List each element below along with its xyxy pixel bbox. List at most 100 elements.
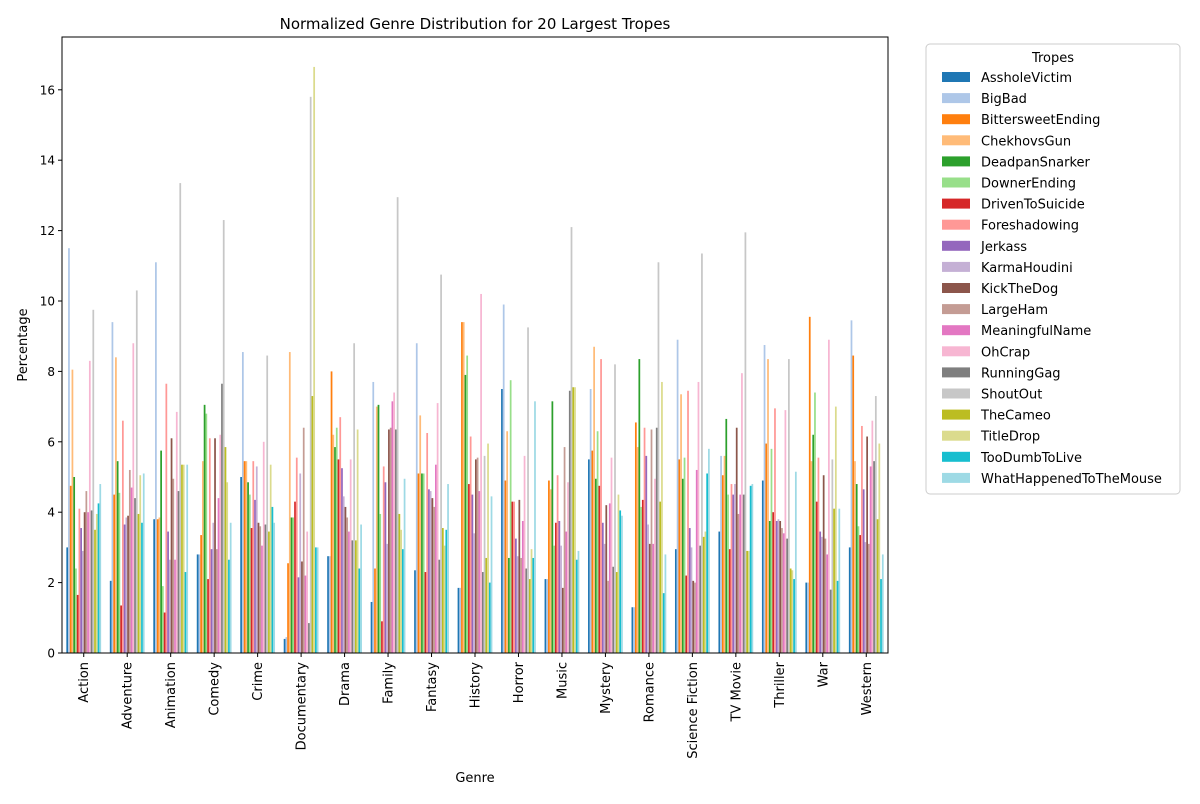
bar-RunningGag-Horror	[525, 568, 528, 653]
bar-TheCameo-Documentary	[311, 396, 314, 653]
bar-TheCameo-Drama	[355, 540, 357, 653]
bar-TitleDrop-War	[834, 406, 837, 653]
bar-DownerEnding-Thriller	[770, 448, 773, 653]
bar-MeaningfulName-Science-Fiction	[695, 469, 698, 653]
bar-Jerkass-Science-Fiction	[688, 528, 691, 653]
bar-Jerkass-Documentary	[297, 577, 300, 653]
bar-ChekhovsGun-Action	[71, 369, 74, 653]
bar-WhatHappenedToTheMouse-Science-Fiction	[708, 448, 710, 653]
bar-MeaningfulName-Romance	[652, 543, 655, 653]
bar-WhatHappenedToTheMouse-Music	[577, 550, 580, 653]
bar-LargeHam-Science-Fiction	[694, 582, 696, 653]
bar-RunningGag-History	[481, 572, 484, 653]
bar-BigBad-War	[807, 582, 809, 653]
legend-label: TooDumbToLive	[980, 451, 1082, 466]
bar-ChekhovsGun-TV-Movie	[723, 455, 726, 653]
bar-LargeHam-Fantasy	[433, 506, 436, 653]
bar-KickTheDog-TV-Movie	[735, 427, 738, 653]
bar-BigBad-Thriller	[763, 345, 766, 653]
bar-DownerEnding-History	[466, 355, 469, 653]
bar-ChekhovsGun-Mystery	[593, 346, 595, 653]
bar-DrivenToSuicide-Science-Fiction	[685, 575, 688, 653]
bar-BittersweetEnding-Thriller	[765, 443, 768, 653]
y-axis-label: Percentage	[16, 308, 31, 381]
bar-TooDumbToLive-War	[836, 580, 839, 653]
bar-DownerEnding-Family	[379, 513, 382, 653]
bar-WhatHappenedToTheMouse-Crime	[273, 522, 276, 653]
legend-label: KarmaHoudini	[981, 261, 1073, 276]
bar-MeaningfulName-Crime	[261, 545, 263, 653]
bar-TooDumbToLive-Mystery	[619, 510, 622, 653]
bar-KickTheDog-Western	[866, 436, 868, 653]
bar-ChekhovsGun-Western	[854, 461, 856, 653]
bar-DrivenToSuicide-Action	[76, 594, 79, 653]
x-tick-label: History	[469, 662, 484, 709]
bar-BigBad-Crime	[241, 352, 244, 653]
bar-ShoutOut-Comedy	[222, 220, 225, 654]
bar-ShoutOut-Music	[570, 227, 573, 653]
bar-DrivenToSuicide-Adventure	[120, 605, 122, 653]
legend-swatch	[942, 261, 970, 272]
bar-DownerEnding-Mystery	[596, 431, 599, 653]
bar-KarmaHoudini-Romance	[647, 524, 649, 653]
legend-swatch	[942, 219, 970, 230]
bar-Foreshadowing-Western	[861, 425, 863, 653]
legend-label: Jerkass	[980, 240, 1027, 255]
bar-TitleDrop-TV-Movie	[748, 550, 750, 653]
x-tick-label: Fantasy	[425, 662, 440, 712]
bar-WhatHappenedToTheMouse-Horror	[534, 401, 536, 653]
bar-DownerEnding-Documentary	[292, 517, 295, 653]
bar-LargeHam-Adventure	[128, 469, 131, 653]
bar-AssholeVictim-Documentary	[283, 638, 286, 653]
bar-ChekhovsGun-Family	[375, 406, 378, 653]
bar-DeadpanSnarker-TV-Movie	[725, 418, 728, 653]
bar-AssholeVictim-Science-Fiction	[674, 549, 677, 653]
bar-RunningGag-Drama	[351, 540, 354, 653]
bar-Foreshadowing-Crime	[252, 461, 255, 653]
x-tick-label: War	[816, 661, 831, 687]
bar-ShoutOut-Horror	[527, 327, 529, 653]
bar-LargeHam-Romance	[650, 429, 653, 653]
bar-LargeHam-Music	[563, 447, 566, 653]
bar-RunningGag-Romance	[655, 427, 658, 653]
bar-AssholeVictim-History	[457, 587, 460, 653]
y-tick-label: 4	[47, 506, 55, 520]
bar-WhatHappenedToTheMouse-History	[490, 496, 493, 653]
bar-TooDumbToLive-Action	[97, 503, 100, 653]
legend-label: RunningGag	[981, 366, 1061, 381]
x-tick-label: Drama	[338, 662, 353, 706]
bar-DeadpanSnarker-War	[812, 434, 815, 653]
bar-TooDumbToLive-Romance	[662, 593, 665, 653]
y-tick-label: 8	[47, 365, 55, 379]
bar-KarmaHoudini-Action	[82, 550, 84, 653]
bar-TheCameo-Family	[398, 513, 401, 653]
bar-Jerkass-Romance	[645, 455, 648, 653]
legend: Tropes AssholeVictim BigBad BittersweetEnd…	[925, 43, 1181, 495]
bar-OhCrap-History	[480, 293, 482, 653]
bar-LargeHam-Action	[85, 491, 88, 653]
bar-ChekhovsGun-Thriller	[767, 359, 769, 653]
bar-RunningGag-Science-Fiction	[699, 545, 702, 653]
bar-ChekhovsGun-War	[810, 461, 813, 653]
bar-BittersweetEnding-Music	[548, 480, 550, 653]
legend-items: AssholeVictim BigBad BittersweetEnding Chek…	[942, 71, 1162, 487]
bar-BigBad-Mystery	[589, 389, 592, 653]
bar-OhCrap-Horror	[523, 455, 526, 653]
bar-KickTheDog-War	[822, 475, 825, 653]
bar-WhatHappenedToTheMouse-Western	[881, 554, 884, 653]
bar-KickTheDog-History	[475, 459, 477, 653]
x-tick-label: Mystery	[599, 662, 614, 714]
bar-WhatHappenedToTheMouse-TV-Movie	[751, 484, 754, 653]
bar-TitleDrop-Adventure	[139, 475, 142, 653]
bar-TitleDrop-Thriller	[791, 570, 794, 653]
bar-LargeHam-War	[824, 538, 827, 653]
bar-Jerkass-Fantasy	[428, 489, 430, 653]
bar-DeadpanSnarker-Animation	[160, 450, 162, 653]
bar-Foreshadowing-History	[469, 436, 472, 653]
bar-Foreshadowing-Documentary	[295, 457, 298, 653]
bar-DownerEnding-Western	[857, 526, 860, 653]
y-tick-label: 10	[40, 295, 55, 309]
bar-MeaningfulName-Music	[565, 531, 568, 653]
